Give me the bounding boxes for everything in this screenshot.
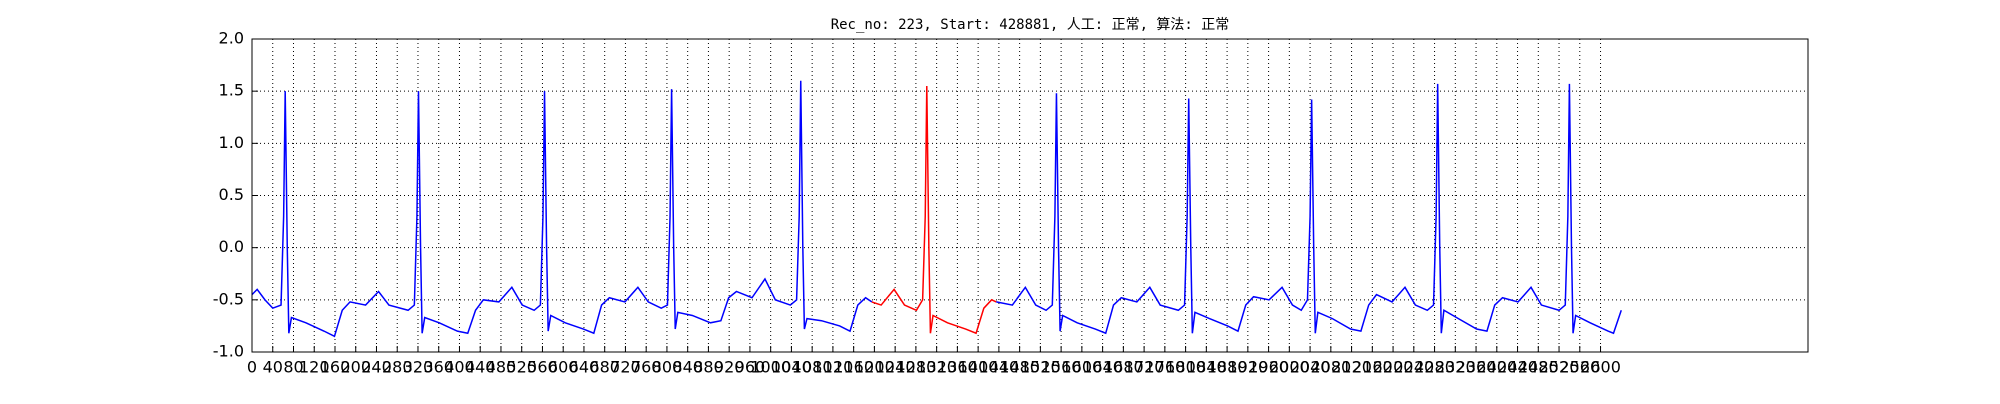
x-tick-label: 640: [569, 358, 600, 377]
x-tick-label: 120: [299, 358, 330, 377]
x-tick-label: 1560: [1041, 358, 1082, 377]
x-tick-label: 1320: [916, 358, 957, 377]
y-tick-label: -0.5: [213, 289, 244, 308]
x-tick-label: 1280: [896, 358, 937, 377]
x-tick-label: 1960: [1248, 358, 1289, 377]
x-tick-label: 1400: [958, 358, 999, 377]
x-tick-label: 1760: [1144, 358, 1185, 377]
x-tick-label: 1480: [999, 358, 1040, 377]
x-tick-label: 320: [403, 358, 434, 377]
x-tick-label: 680: [589, 358, 620, 377]
x-tick-label: 960: [735, 358, 766, 377]
x-tick-label: 1040: [771, 358, 812, 377]
x-tick-label: 1600: [1062, 358, 1103, 377]
x-tick-label: 2240: [1393, 358, 1434, 377]
x-tick-label: 480: [486, 358, 517, 377]
x-tick-label: 840: [672, 358, 703, 377]
y-tick-label: -1.0: [213, 342, 244, 361]
x-tick-label: 1240: [875, 358, 916, 377]
x-tick-label: 1080: [792, 358, 833, 377]
x-tick-label: 2320: [1435, 358, 1476, 377]
x-tick-label: 2480: [1518, 358, 1559, 377]
ecg-line: [996, 83, 1622, 335]
x-tick-label: 1680: [1103, 358, 1144, 377]
x-tick-label: 40: [263, 358, 283, 377]
x-tick-label: 200: [340, 358, 371, 377]
x-tick-label: 2120: [1331, 358, 1372, 377]
x-tick-label: 160: [320, 358, 351, 377]
x-tick-label: 2280: [1414, 358, 1455, 377]
x-tick-label: 0: [247, 358, 257, 377]
x-tick-label: 2160: [1352, 358, 1393, 377]
x-tick-label: 2560: [1559, 358, 1600, 377]
x-tick-label: 2440: [1497, 358, 1538, 377]
x-tick-label: 2600: [1580, 358, 1621, 377]
x-tick-label: 1840: [1186, 358, 1227, 377]
y-tick-label: 0.5: [219, 185, 244, 204]
ecg-line: [871, 85, 997, 335]
x-tick-label: 1520: [1020, 358, 1061, 377]
x-tick-label: 1880: [1207, 358, 1248, 377]
y-tick-label: 1.0: [219, 133, 244, 152]
y-tick-label: 0.0: [219, 237, 244, 256]
y-tick-label: 1.5: [219, 81, 244, 100]
x-tick-label: 1640: [1082, 358, 1123, 377]
x-tick-label: 360: [423, 358, 454, 377]
x-tick-label: 2000: [1269, 358, 1310, 377]
x-tick-label: 2200: [1373, 358, 1414, 377]
chart-title: Rec_no: 223, Start: 428881, 人工: 正常, 算法: …: [831, 17, 1230, 33]
ecg-line: [251, 80, 873, 338]
x-tick-label: 80: [283, 358, 303, 377]
x-tick-label: 1000: [750, 358, 791, 377]
x-tick-label: 800: [652, 358, 683, 377]
x-tick-label: 2080: [1310, 358, 1351, 377]
x-tick-label: 2400: [1476, 358, 1517, 377]
x-tick-label: 2360: [1456, 358, 1497, 377]
x-tick-label: 760: [631, 358, 662, 377]
x-tick-label: 920: [714, 358, 745, 377]
x-tick-label: 1440: [979, 358, 1020, 377]
x-tick-label: 2040: [1290, 358, 1331, 377]
x-tick-label: 240: [361, 358, 392, 377]
x-tick-label: 280: [382, 358, 413, 377]
x-tick-label: 440: [465, 358, 496, 377]
x-tick-label: 720: [610, 358, 641, 377]
plot-frame: [251, 38, 1809, 353]
y-tick-label: 2.0: [219, 29, 244, 48]
x-tick-label: 600: [548, 358, 579, 377]
x-tick-label: 880: [693, 358, 724, 377]
x-tick-label: 1200: [854, 358, 895, 377]
x-tick-label: 2520: [1539, 358, 1580, 377]
x-tick-label: 1160: [833, 358, 874, 377]
x-tick-label: 520: [506, 358, 537, 377]
x-tick-label: 560: [527, 358, 558, 377]
x-tick-label: 1120: [813, 358, 854, 377]
x-tick-label: 400: [444, 358, 475, 377]
x-tick-label: 1920: [1227, 358, 1268, 377]
x-tick-label: 1360: [937, 358, 978, 377]
x-tick-label: 1720: [1124, 358, 1165, 377]
x-tick-label: 1800: [1165, 358, 1206, 377]
